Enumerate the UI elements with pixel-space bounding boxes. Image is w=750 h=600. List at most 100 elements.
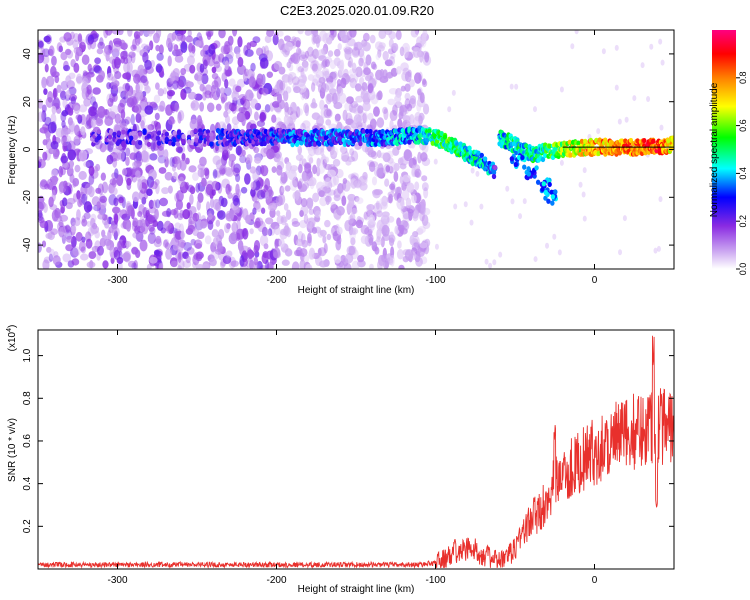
spectrogram-noise-cell (404, 71, 412, 83)
spectrogram-noise-cell (344, 102, 352, 111)
spectrogram-noise-cell (390, 67, 398, 77)
spectrogram-noise-cell (299, 247, 308, 257)
spectrogram-noise-cell (329, 59, 337, 70)
spectrogram-noise-cell (136, 37, 143, 44)
spectrogram-noise-cell (261, 87, 269, 96)
spectrogram-noise-cell (97, 105, 106, 118)
spectrogram-noise-cell (62, 225, 72, 234)
spectrogram-noise-cell (89, 259, 94, 269)
spectrogram-noise-cell (318, 190, 325, 198)
snr-plot-area (38, 330, 674, 569)
colorbar-tick-label: 0.6 (738, 119, 748, 132)
spectrogram-noise-cell (150, 181, 158, 190)
snr-line (38, 335, 674, 569)
spectrogram-ridge-cell (131, 140, 136, 146)
spectrogram-ridge-cell (317, 141, 322, 147)
spectrogram-noise-cell (323, 108, 333, 119)
spectrogram-noise-cell (116, 194, 124, 201)
spectrogram-noise-cell (373, 106, 380, 117)
spectrogram-noise-cell (403, 46, 409, 59)
spectrogram-noise-cell (133, 73, 141, 84)
spectrogram-noise-cell (173, 171, 178, 180)
spectrogram-noise-cell (199, 63, 205, 73)
spectrogram-noise-cell (38, 201, 44, 213)
spectrogram-noise-cell (219, 261, 226, 269)
spectrogram-noise-cell (204, 168, 210, 180)
spectrogram-noise-cell (370, 151, 378, 160)
spectrogram-noise-cell (344, 48, 352, 61)
spectrogram-noise-cell (60, 51, 68, 61)
spectrogram-noise-cell (395, 30, 402, 41)
spectrogram-noise-cell (276, 165, 283, 176)
spectrogram-x-ticks: -300 -200 -100 0 (107, 30, 598, 286)
spectrogram-noise-cell (157, 105, 165, 112)
spectrogram-noise-cell (75, 231, 83, 242)
spectrogram-noise-cell (127, 205, 134, 217)
spectrogram-noise-cell (300, 233, 306, 245)
spectrogram-noise-cell (314, 210, 321, 218)
spectrogram-noise-cell (306, 217, 313, 229)
spectrogram-noise-cell (224, 114, 230, 125)
spectrogram-noise-cell (223, 86, 232, 97)
spectrogram-noise-cell (224, 78, 229, 89)
spectrogram-noise-cell (347, 60, 352, 68)
spectrogram-y-tick-label: 0 (22, 146, 33, 152)
spectrogram-branch-cell (541, 181, 547, 187)
spectrogram-noise-cell (277, 38, 285, 51)
spectrogram-noise-cell (363, 67, 371, 76)
spectrogram-noise-cell (361, 82, 368, 92)
spectrogram-noise-cell (147, 124, 155, 131)
spectrogram-noise-cell (144, 44, 151, 51)
spectrogram-noise-cell (62, 135, 67, 143)
spectrogram-noise-cell (253, 221, 261, 229)
spectrogram-noise-cell (330, 201, 337, 209)
spectrogram-noise-cell (559, 159, 564, 166)
spectrogram-noise-cell (175, 33, 183, 42)
spectrogram-noise-cell (48, 196, 54, 208)
spectrogram-noise-cell (87, 63, 93, 72)
spectrogram-ridge-cell (479, 152, 484, 158)
spectrogram-noise-cell (307, 236, 312, 247)
spectrogram-noise-cell (71, 221, 77, 230)
spectrogram-noise-cell (545, 242, 550, 249)
spectrogram-noise-cell (299, 219, 308, 229)
spectrogram-noise-cell (308, 157, 314, 164)
spectrogram-noise-cell (371, 176, 378, 186)
spectrogram-noise-cell (165, 104, 173, 116)
spectrogram-noise-cell (346, 96, 354, 105)
spectrogram-ridge-cell (596, 150, 601, 157)
colorbar-tick-label: 0.4 (738, 167, 748, 180)
spectrogram-noise-cell (362, 112, 367, 124)
spectrogram-noise-cell (55, 127, 65, 138)
spectrogram-noise-cell (144, 85, 151, 94)
spectrogram-noise-cell (81, 236, 86, 243)
spectrogram-noise-cell (81, 218, 88, 227)
spectrogram-noise-cell (253, 146, 260, 154)
spectrogram-noise-cell (582, 215, 587, 222)
spectrogram-noise-cell (58, 45, 64, 53)
spectrogram-noise-cell (207, 213, 213, 220)
spectrogram-ridge-cell (121, 142, 126, 148)
spectrogram-noise-cell (141, 143, 147, 152)
spectrogram-noise-cell (60, 155, 69, 164)
spectrogram-noise-cell (236, 219, 241, 231)
spectrogram-noise-cell (329, 71, 337, 80)
spectrogram-noise-cell (417, 151, 422, 164)
spectrogram-noise-cell (294, 191, 300, 201)
spectrogram-noise-cell (210, 250, 219, 261)
spectrogram-noise-cell (328, 123, 338, 130)
spectrogram-noise-cell (157, 88, 164, 97)
spectrogram-noise-cell (295, 47, 302, 56)
spectrogram-noise-cell (315, 70, 325, 79)
spectrogram-noise-cell (58, 165, 64, 178)
spectrogram-noise-cell (381, 224, 390, 237)
spectrogram-noise-cell (213, 61, 221, 69)
spectrogram-noise-cell (90, 118, 97, 129)
spectrogram-noise-cell (475, 170, 480, 177)
spectrogram-noise-cell (249, 188, 256, 197)
spectrogram-noise-cell (195, 243, 203, 250)
spectrogram-noise-cell (402, 174, 411, 183)
spectrogram-noise-cell (121, 213, 131, 221)
spectrogram-noise-cell (137, 178, 143, 191)
spectrogram-noise-cell (291, 36, 297, 43)
